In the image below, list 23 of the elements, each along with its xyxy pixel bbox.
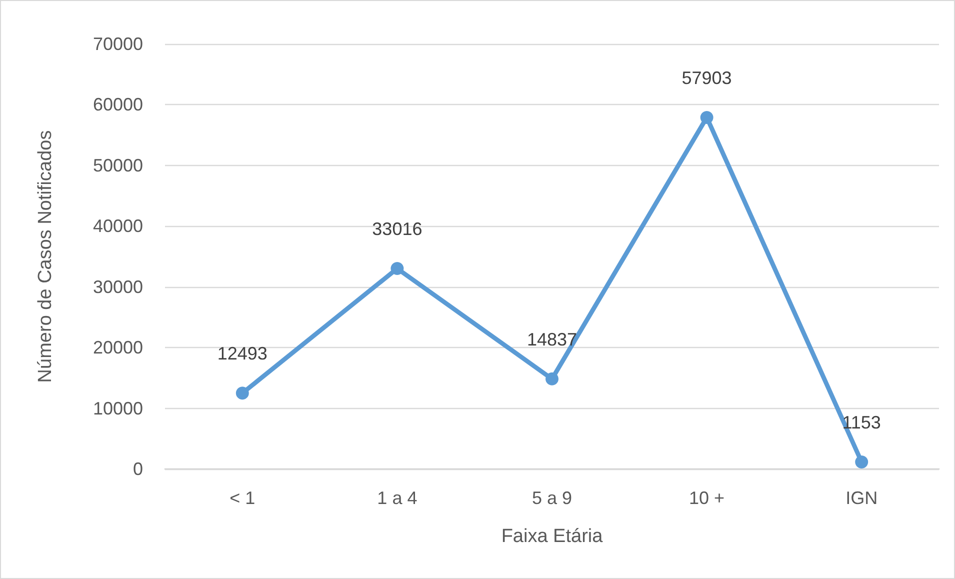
y-tick-label: 20000 <box>92 338 143 358</box>
x-tick-label: IGN <box>846 488 878 508</box>
point <box>700 110 714 124</box>
point <box>236 386 249 400</box>
data-label: 33016 <box>372 219 422 240</box>
y-tick-label: 50000 <box>92 155 143 176</box>
x-tick-label: 5 a 9 <box>532 488 572 508</box>
y-tick-label: 40000 <box>92 216 143 236</box>
x-tick-label: < 1 <box>230 488 256 508</box>
x-axis-title: Faixa Etária <box>501 526 604 547</box>
y-tick-label: 70000 <box>92 34 143 54</box>
y-tick-label: 0 <box>132 459 143 479</box>
point <box>855 456 868 468</box>
y-tick-label: 30000 <box>92 276 143 297</box>
y-axis-title: Número de Casos Notificados <box>35 130 56 383</box>
y-tick-label: 60000 <box>92 94 143 115</box>
data-label: 12493 <box>217 344 268 364</box>
x-tick-label: 10 + <box>689 488 725 508</box>
point <box>546 372 558 386</box>
y-tick-label: 10000 <box>92 398 143 418</box>
x-tick-label: 1 a 4 <box>377 488 418 508</box>
data-label: 57903 <box>682 68 732 88</box>
point <box>390 262 404 276</box>
